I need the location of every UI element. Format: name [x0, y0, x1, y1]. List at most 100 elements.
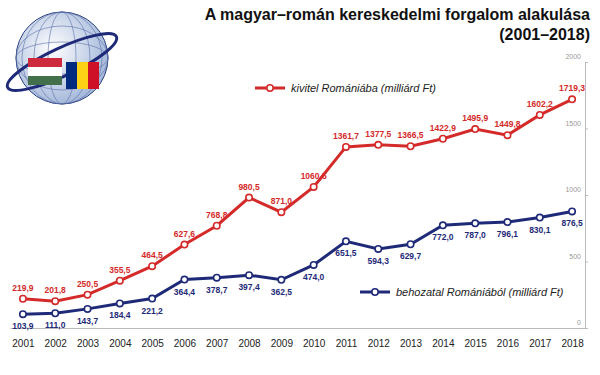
y-tick: 1000	[565, 186, 588, 196]
legend-item: kivitel Romániába (milliárd Ft)	[255, 82, 436, 94]
x-tick-label: 2014	[432, 338, 455, 349]
title: A magyar–román kereskedelmi forgalom ala…	[205, 6, 590, 23]
marker	[20, 296, 26, 302]
data-label: 362,5	[271, 287, 293, 297]
legend-marker	[267, 85, 273, 91]
y-tick: 2000	[565, 53, 588, 63]
marker	[214, 223, 220, 229]
x-axis-line	[11, 328, 586, 329]
x-tick: 2017	[529, 338, 552, 349]
marker	[504, 132, 510, 138]
x-tick: 2013	[400, 338, 423, 349]
marker	[278, 277, 284, 283]
data-label: 111,0	[45, 320, 66, 330]
data-labels: 219,9201,8250,5355,5464,5627,6768,8980,5…	[12, 83, 585, 331]
data-label: 184,4	[109, 310, 131, 320]
x-tick-label: 2013	[400, 338, 423, 349]
marker	[52, 310, 58, 316]
data-label: 250,5	[77, 279, 99, 289]
y-tick: 500	[569, 253, 588, 263]
data-label: 980,5	[238, 182, 260, 192]
data-label: 871,0	[271, 196, 293, 206]
y-tick: 1500	[565, 120, 588, 130]
data-label: 221,2	[141, 306, 163, 316]
marker	[375, 246, 381, 252]
marker	[117, 300, 123, 306]
x-tick: 2006	[174, 338, 197, 349]
legend-label: kivitel Romániába (milliárd Ft)	[291, 82, 436, 94]
x-tick-label: 2018	[561, 338, 584, 349]
data-label: 1377,5	[365, 129, 391, 139]
data-label: 876,5	[561, 218, 583, 228]
data-label: 355,5	[109, 265, 131, 275]
marker	[246, 272, 252, 278]
flag-ro	[66, 62, 99, 89]
data-label: 768,8	[206, 210, 228, 220]
y-tick-label: 2000	[565, 53, 581, 60]
data-label: 397,4	[238, 282, 260, 292]
x-tick: 2002	[45, 338, 68, 349]
data-label: 378,7	[206, 285, 228, 295]
y-tick: 0	[577, 319, 588, 329]
data-label: 201,8	[45, 285, 67, 295]
y-tick-label: 1500	[565, 120, 581, 127]
marker	[569, 208, 575, 214]
marker	[246, 194, 252, 200]
data-label: 830,1	[529, 225, 551, 235]
marker	[52, 298, 58, 304]
x-tick: 2014	[432, 338, 455, 349]
x-tick-label: 2012	[368, 338, 391, 349]
x-tick-label: 2009	[271, 338, 294, 349]
y-tick-mark	[585, 129, 588, 130]
data-label: 1719,3	[559, 83, 585, 93]
marker	[537, 112, 543, 118]
globe-orbit	[2, 24, 123, 100]
data-label: 143,7	[77, 316, 99, 326]
x-tick: 2011	[336, 338, 358, 349]
y-axis-line	[586, 63, 589, 329]
data-label: 1422,9	[430, 123, 456, 133]
x-tick: 2001	[12, 338, 35, 349]
x-tick-label: 2005	[142, 338, 165, 349]
x-axis: 2001200220032004200520062007200820092010…	[11, 329, 586, 350]
data-label: 629,7	[400, 251, 422, 261]
data-label: 772,0	[432, 232, 454, 242]
x-tick-label: 2006	[174, 338, 197, 349]
marker	[310, 262, 316, 268]
x-tick: 2005	[142, 338, 165, 349]
data-label: 1602,2	[527, 99, 553, 109]
marker	[181, 276, 187, 282]
data-label: 1366,5	[398, 130, 424, 140]
data-label: 1495,9	[462, 113, 488, 123]
x-tick: 2016	[497, 338, 520, 349]
x-tick: 2015	[465, 338, 488, 349]
data-label: 627,6	[174, 229, 196, 239]
y-axis: 0 500 1000 1500 2000	[565, 53, 588, 329]
y-tick-mark	[585, 262, 588, 263]
marker	[440, 136, 446, 142]
legend-item: behozatal Romániából (milliárd Ft)	[360, 286, 564, 298]
data-label: 787,0	[465, 230, 487, 240]
logo	[2, 12, 123, 104]
data-label: 464,5	[141, 250, 163, 260]
x-tick: 2003	[77, 338, 100, 349]
x-tick-label: 2017	[529, 338, 552, 349]
subtitle: (2001–2018)	[499, 26, 590, 43]
data-label: 1361,7	[333, 131, 359, 141]
marker	[117, 278, 123, 284]
y-tick-mark	[585, 62, 588, 63]
marker	[472, 220, 478, 226]
data-label: 594,3	[368, 256, 390, 266]
x-tick: 2018	[561, 338, 584, 349]
data-label: 474,0	[303, 272, 325, 282]
x-tick-label: 2016	[497, 338, 520, 349]
flag-stripe	[28, 67, 62, 76]
marker	[149, 295, 155, 301]
x-tick-label: 2001	[12, 338, 35, 349]
y-tick-mark	[585, 195, 588, 196]
x-tick: 2012	[368, 338, 391, 349]
marker	[278, 209, 284, 215]
flag-stripe	[28, 76, 62, 85]
x-tick-label: 2008	[238, 338, 261, 349]
x-tick: 2010	[303, 338, 326, 349]
